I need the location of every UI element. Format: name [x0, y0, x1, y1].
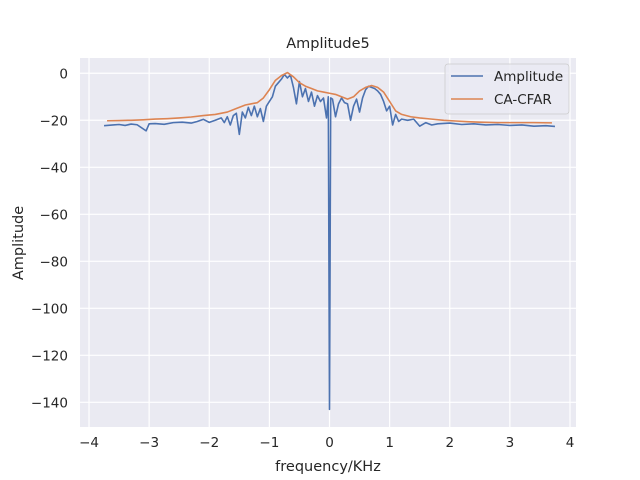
x-tick-label: 2 — [445, 435, 454, 451]
y-tick-label: −100 — [31, 301, 68, 317]
x-tick-labels: −4 −3 −2 −1 0 1 2 3 4 — [79, 435, 574, 451]
x-tick-label: 1 — [385, 435, 394, 451]
x-tick-label: 4 — [566, 435, 575, 451]
legend: Amplitude CA-CFAR — [444, 63, 570, 115]
chart-title: Amplitude5 — [286, 36, 370, 52]
x-tick-label: −4 — [79, 435, 99, 451]
y-axis-label: Amplitude — [11, 206, 27, 280]
y-tick-label: −60 — [40, 207, 69, 223]
x-tick-label: −3 — [139, 435, 159, 451]
y-tick-label: −20 — [40, 113, 69, 129]
x-tick-label: −2 — [199, 435, 219, 451]
legend-label-amplitude: Amplitude — [494, 69, 563, 85]
y-tick-label: −140 — [31, 395, 68, 411]
x-tick-label: 0 — [325, 435, 334, 451]
series — [103, 71, 556, 411]
x-tick-label: −1 — [259, 435, 279, 451]
y-tick-label: −40 — [40, 160, 69, 176]
x-axis-label: frequency/KHz — [275, 459, 381, 475]
series-line-amplitude — [103, 73, 556, 411]
y-tick-label: −80 — [40, 254, 69, 270]
y-tick-label: 0 — [59, 66, 68, 82]
y-tick-label: −120 — [31, 348, 68, 364]
series-line-ca-cfar — [107, 71, 552, 124]
x-tick-label: 3 — [506, 435, 515, 451]
legend-label-ca-cfar: CA-CFAR — [494, 92, 552, 108]
y-tick-labels: 0 −20 −40 −60 −80 −100 −120 −140 — [31, 66, 68, 411]
